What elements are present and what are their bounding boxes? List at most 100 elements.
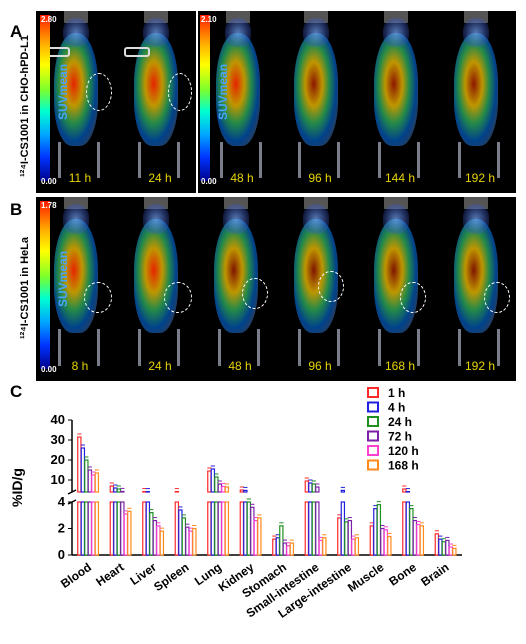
y-tick-label: 30 <box>51 432 65 447</box>
panel-a-pet-images: 11 h 24 h 48 h 96 h 144 h 192 h 2.80 0.00 SUVmea… <box>36 11 516 193</box>
axis-break-mark <box>67 489 77 495</box>
bar-upper <box>77 436 82 493</box>
bar <box>347 519 353 556</box>
pet-frame: 8 h <box>36 197 116 381</box>
bar <box>192 527 197 556</box>
pet-frame: 24 h <box>116 197 196 381</box>
pet-frame: 144 h <box>356 11 436 193</box>
bar <box>272 538 277 556</box>
bar-upper <box>80 447 86 493</box>
panel-letter-b: B <box>10 200 23 219</box>
bar-upper <box>87 469 93 493</box>
bar <box>311 501 317 556</box>
pet-frame: 96 h <box>276 11 356 193</box>
tumor-region-ellipse <box>84 281 112 314</box>
bar <box>178 509 183 556</box>
panel-b-pet-images: 8 h 24 h 48 h 96 h 168 h 192 h 1.78 0.00 SUVmean <box>36 197 516 381</box>
bar-upper <box>315 486 320 493</box>
mouse-body <box>53 219 99 334</box>
bar-upper <box>340 489 346 493</box>
time-label: 192 h <box>464 171 496 185</box>
bar <box>80 501 86 556</box>
legend-label: 4 h <box>388 401 405 415</box>
y-tick-label: 40 <box>51 412 65 427</box>
bar <box>419 525 425 556</box>
y-tick-label: 10 <box>51 472 65 487</box>
colorbar-title: SUVmean <box>56 64 70 121</box>
bar <box>253 519 259 556</box>
bar <box>207 501 212 556</box>
bar-upper <box>214 476 219 493</box>
bar <box>257 517 262 556</box>
bar <box>308 501 313 556</box>
time-label: 8 h <box>71 359 89 373</box>
bar-upper <box>120 490 125 493</box>
panel-b-side-label: ¹²⁴I-CS1001 in HeLa <box>19 236 31 340</box>
tumor-region-ellipse <box>400 281 426 314</box>
legend-label: 168 h <box>388 459 419 473</box>
y-tick-label: 4 <box>58 494 66 509</box>
bar-upper <box>109 485 115 493</box>
tumor-region-ellipse <box>317 270 344 303</box>
mouse-head <box>463 18 489 48</box>
bar <box>304 501 310 556</box>
bar <box>412 519 418 556</box>
bar <box>340 501 346 556</box>
pet-frame: 96 h <box>276 197 356 381</box>
bar-upper <box>402 488 407 493</box>
time-label: 168 h <box>384 359 416 373</box>
time-label: 192 h <box>464 359 496 373</box>
bar <box>243 501 248 556</box>
bar <box>351 538 356 556</box>
mouse-legs <box>298 329 340 367</box>
y-axis-label: %ID/g <box>9 468 25 507</box>
colorbar <box>40 201 50 369</box>
bar <box>441 541 447 556</box>
bar <box>224 501 230 556</box>
bar <box>387 535 392 556</box>
bar-upper <box>224 486 230 493</box>
bar <box>156 525 161 556</box>
pet-frame: 168 h <box>356 197 436 381</box>
legend-label: 24 h <box>388 415 412 429</box>
pet-frame: 48 h <box>196 197 276 381</box>
bar <box>337 517 342 556</box>
bar <box>159 530 165 556</box>
x-tick-label: Spleen <box>151 560 191 594</box>
legend-swatch <box>367 401 379 413</box>
bar <box>369 525 375 556</box>
bar <box>416 523 421 556</box>
bar-upper <box>221 485 226 493</box>
bar <box>282 542 288 556</box>
mouse-head <box>143 204 169 234</box>
mouse-head <box>463 204 489 234</box>
bar <box>376 504 382 556</box>
bar <box>452 547 457 556</box>
mouse-legs <box>138 329 180 367</box>
panel-letter-a: A <box>10 22 23 41</box>
mouse-head <box>63 204 89 234</box>
mouse-body <box>373 32 419 146</box>
colorbar <box>200 15 210 181</box>
bar <box>120 501 125 556</box>
bar <box>127 510 132 556</box>
mouse-body <box>293 32 339 146</box>
mouse-head <box>223 204 249 234</box>
mouse-legs <box>218 329 260 367</box>
mouse-legs <box>458 142 500 179</box>
bar <box>286 545 291 556</box>
time-label: 48 h <box>228 359 252 373</box>
legend-label: 1 h <box>388 386 405 400</box>
legend-label: 120 h <box>388 444 419 458</box>
bar-upper <box>84 459 89 493</box>
mouse-body <box>213 219 259 334</box>
tumor-region-ellipse <box>484 281 510 314</box>
colorbar-max-label: 1.78 <box>41 201 57 210</box>
bar <box>344 521 349 556</box>
x-tick-label: Bone <box>386 560 419 589</box>
time-label: 48 h <box>230 171 254 185</box>
mouse-legs <box>378 329 420 367</box>
colorbar-min-label: 0.00 <box>41 365 57 374</box>
time-label: 24 h <box>148 359 172 373</box>
bar-upper <box>113 487 118 493</box>
